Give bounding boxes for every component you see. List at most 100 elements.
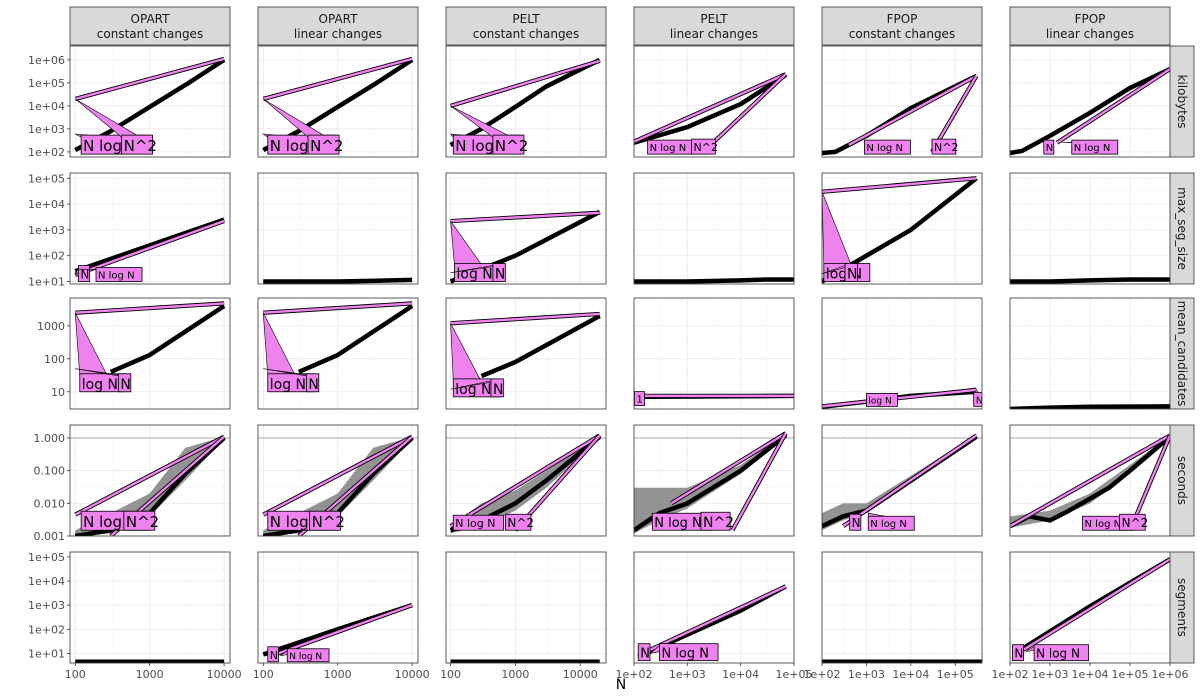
y-tick-label: 1e+06 <box>28 54 65 67</box>
column-strip-label: FPOP <box>1075 12 1106 26</box>
direct-label-text: N^2 <box>694 141 718 154</box>
y-tick-label: 1e+04 <box>28 575 65 588</box>
panel-border <box>445 551 607 664</box>
empirical-line <box>634 277 794 284</box>
direct-label-text: log N <box>270 377 306 393</box>
row-strip <box>1169 45 1195 158</box>
y-tick-label: 1e+02 <box>28 623 65 636</box>
reference-curve <box>449 434 601 528</box>
reference-curve <box>822 177 977 193</box>
panel-data: log NN <box>822 176 978 284</box>
y-tick-label: 0.100 <box>34 465 66 478</box>
panel-data: N log NN^2 <box>258 434 418 536</box>
direct-label-text: N <box>80 267 89 281</box>
direct-label-text: N log N <box>650 143 687 154</box>
reference-curve <box>670 432 787 505</box>
x-tick-label: 1e+05 <box>937 668 974 681</box>
direct-label-text: N <box>1046 143 1053 154</box>
empirical-line <box>480 313 601 379</box>
direct-label-text: N^2 <box>310 137 343 155</box>
facet-panel <box>257 172 419 285</box>
direct-label-text: N <box>976 395 983 406</box>
facet-panel: N log N N^2 <box>633 45 795 158</box>
reference-curve <box>75 302 225 314</box>
reference-curve <box>450 59 601 108</box>
x-tick-label: 1e+02 <box>992 668 1029 681</box>
direct-label-box <box>973 391 982 407</box>
direct-label-text: N^2 <box>126 513 159 531</box>
direct-label-box <box>1119 513 1146 531</box>
panel-border <box>257 424 419 537</box>
facet-panel: N log NN^2 <box>257 45 419 158</box>
column-strip <box>445 6 607 46</box>
panel-data: N N log N <box>1011 557 1170 662</box>
panel-data: N N log N <box>637 584 787 662</box>
panel-border <box>257 172 419 285</box>
x-tick-label: 1e+05 <box>776 668 813 681</box>
panel-border <box>821 297 983 410</box>
reference-curve <box>731 432 787 531</box>
y-tick-label: 1000 <box>37 320 65 333</box>
facet-panel: log N N 10 100 1000 <box>37 297 231 410</box>
reference-curve <box>263 302 413 314</box>
variability-band <box>450 434 600 534</box>
direct-label-text: N <box>493 382 503 398</box>
empirical-line <box>1010 277 1170 284</box>
x-tick-label: 1000 <box>324 668 352 681</box>
reference-curve <box>702 73 787 153</box>
direct-label-box <box>306 373 320 393</box>
panel-border <box>69 45 231 158</box>
y-tick-label: 1e+05 <box>28 77 65 90</box>
x-tick-label: 1e+04 <box>892 668 929 681</box>
direct-label-box <box>700 511 731 531</box>
x-tick-label: 100 <box>253 668 274 681</box>
column-strip-label: PELT <box>512 12 540 26</box>
column-strip-sublabel: constant changes <box>97 27 203 41</box>
direct-label-text: log N <box>868 396 891 406</box>
x-tick-label: 10000 <box>207 668 242 681</box>
panel-border <box>633 297 795 410</box>
reference-curve <box>271 604 413 657</box>
reference-curve <box>450 211 600 223</box>
empirical-line <box>634 433 788 533</box>
column-strip-label: OPART <box>319 12 359 26</box>
panel-border <box>69 424 231 537</box>
reference-curve <box>848 74 978 147</box>
reference-curve <box>262 435 413 516</box>
direct-label-text: N log N <box>455 517 495 530</box>
column-strip-sublabel: linear changes <box>670 27 758 41</box>
direct-label-text: N^2 <box>312 513 345 531</box>
direct-label-text: N <box>640 647 650 662</box>
facet-panel: 1e+02 1e+03 1e+04 1e+05 <box>804 551 983 681</box>
direct-label-box <box>844 263 858 282</box>
direct-label-box <box>1043 139 1055 155</box>
panel-border <box>821 551 983 664</box>
x-tick-label: 1e+04 <box>1072 668 1109 681</box>
column-strip <box>633 6 795 46</box>
reference-curve <box>74 435 225 516</box>
direct-label-text: N log N <box>289 652 322 662</box>
row-strip <box>1169 551 1195 664</box>
direct-label-text: N log N <box>1036 647 1080 661</box>
direct-label-text: N^2 <box>495 137 528 155</box>
direct-label-text: N log N <box>98 270 135 281</box>
reference-curve <box>262 57 413 101</box>
facet-panel: 1e+01 1e+02 1e+03 1e+04 1e+05 100 1000 10000 <box>28 551 242 681</box>
reference-curve <box>74 57 225 101</box>
variability-band <box>75 436 225 536</box>
facet-panel: N N log N <box>1009 45 1171 158</box>
reference-curve <box>639 585 787 656</box>
reference-curve <box>634 73 787 143</box>
reference-curve <box>822 388 977 408</box>
reference-curve <box>74 219 225 277</box>
panel-border <box>633 172 795 285</box>
